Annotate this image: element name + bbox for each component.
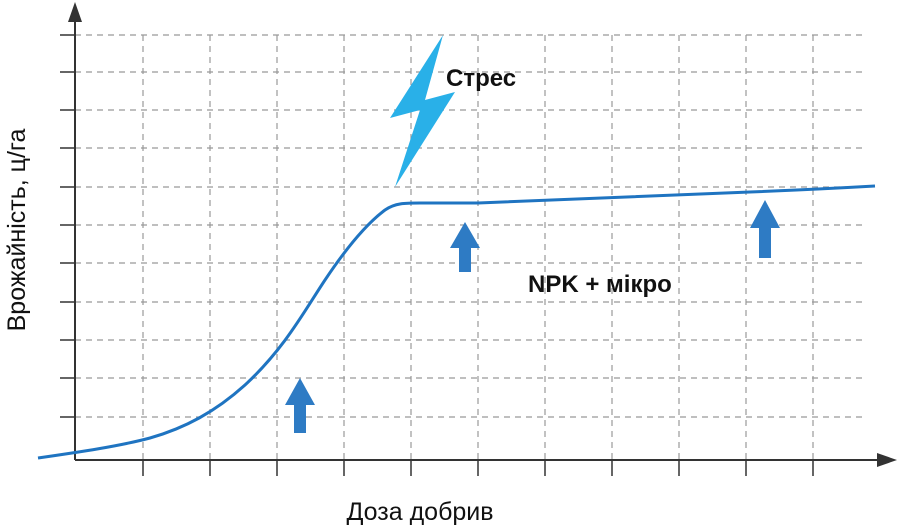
- yield-curve: [37, 184, 876, 460]
- lightning: [390, 35, 455, 187]
- x-arrowhead: [877, 453, 897, 467]
- stress-label: Стрес: [446, 65, 516, 92]
- arrows: [285, 200, 780, 433]
- x-axis-label: Доза добрив: [346, 498, 493, 526]
- y-arrowhead: [68, 2, 82, 22]
- axes: [74, 12, 885, 461]
- treatment-label: NPK + мікро: [528, 271, 672, 298]
- ticks: [60, 34, 814, 476]
- y-axis-label: Врожайність, ц/га: [3, 129, 31, 332]
